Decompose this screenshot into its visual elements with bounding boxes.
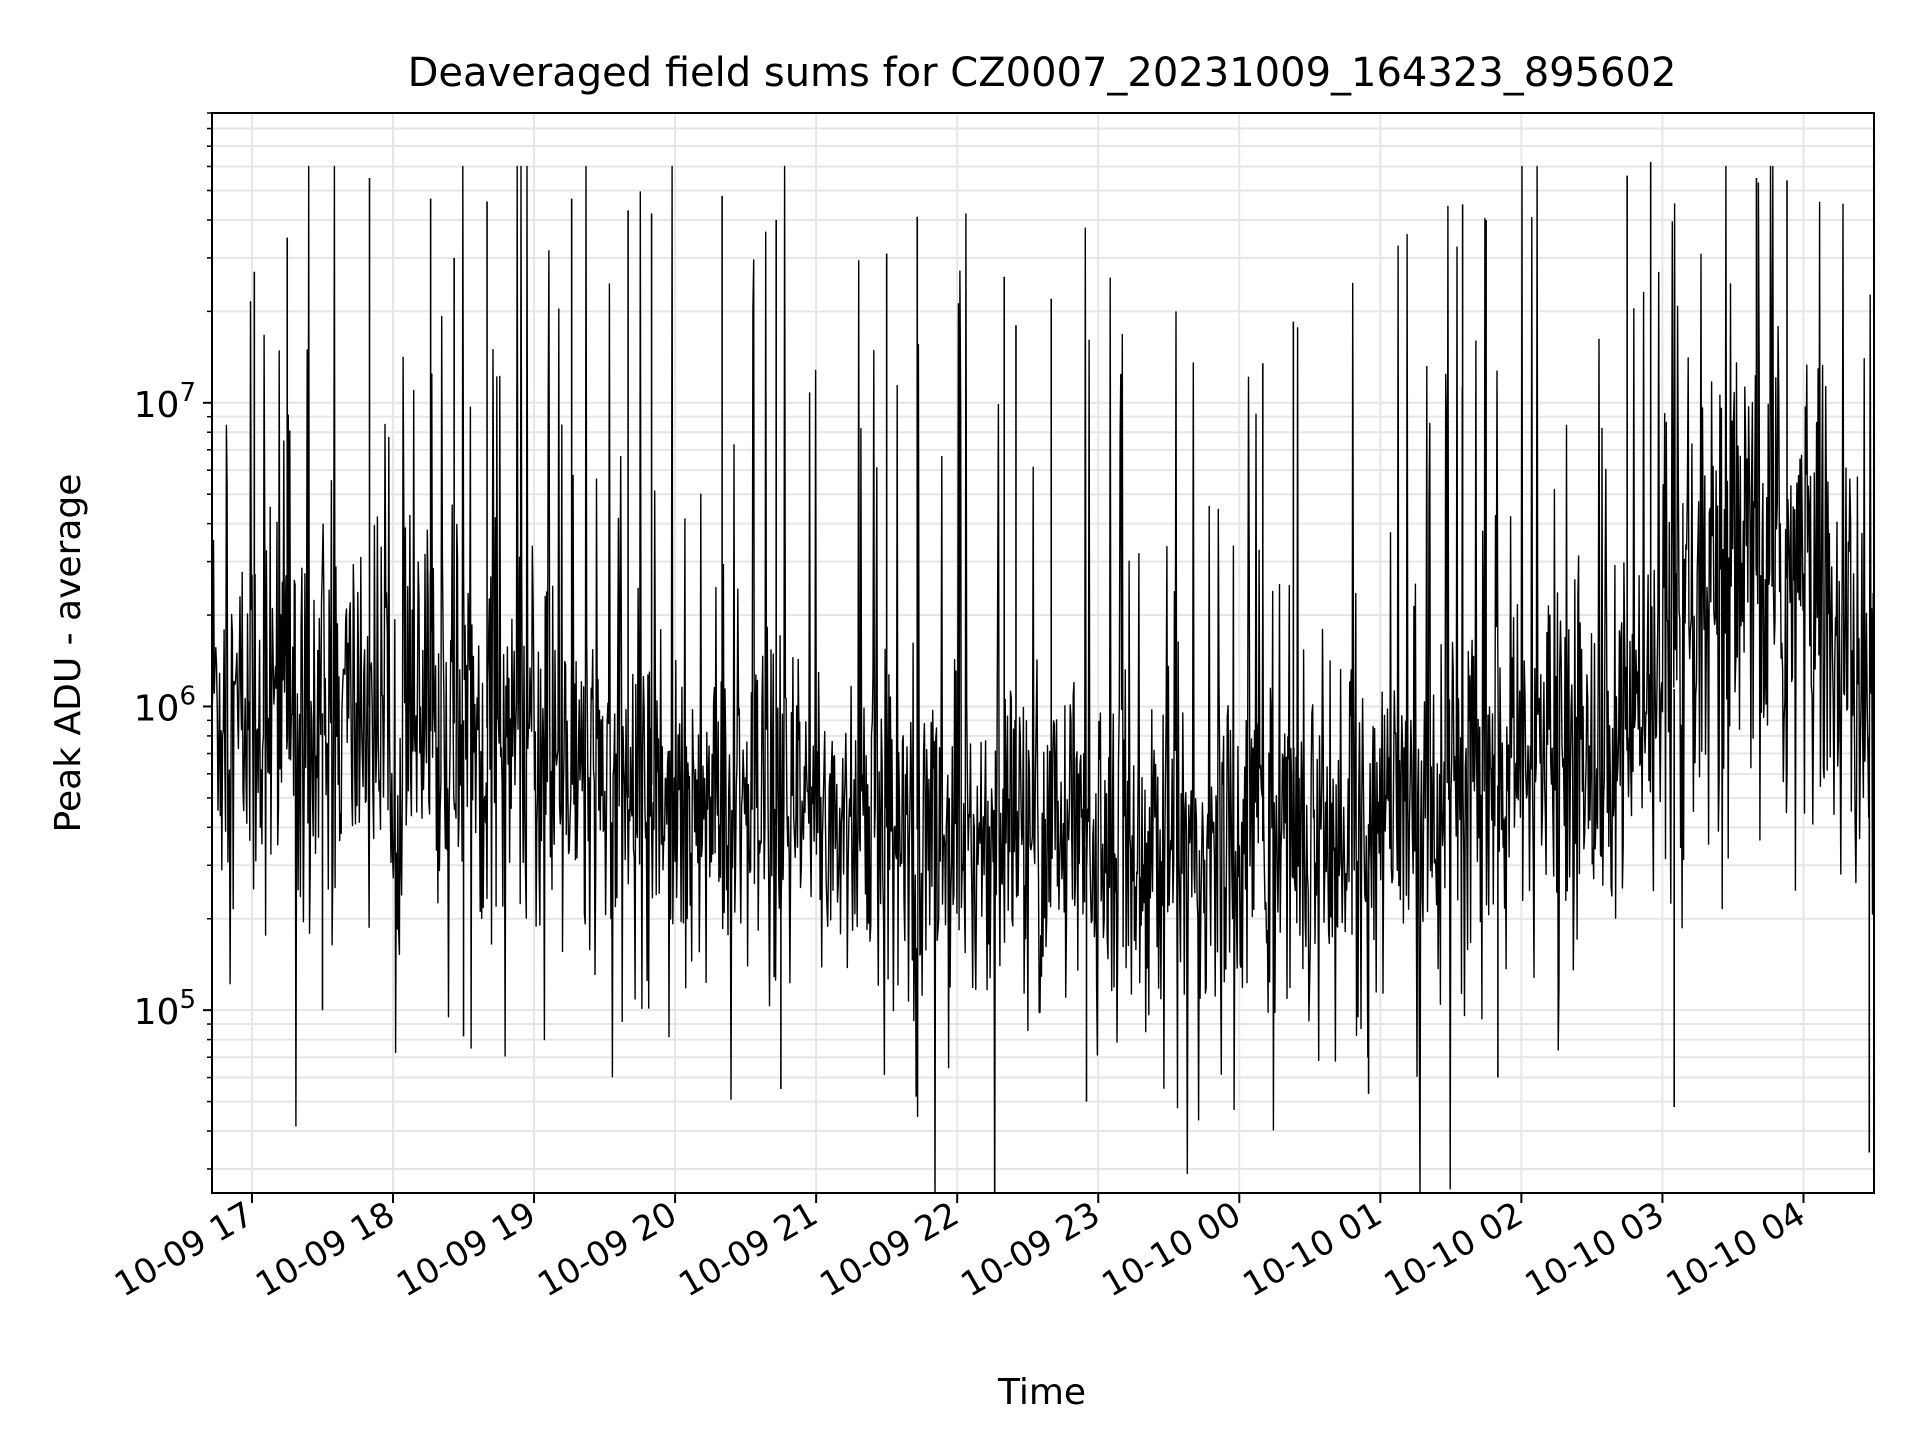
chart-title: Deaveraged field sums for CZ0007_2023100… (408, 50, 1677, 96)
y-tick-base: 10 (134, 992, 180, 1033)
y-tick-exponent: 5 (179, 985, 196, 1015)
y-axis-label: Peak ADU - average (48, 474, 89, 833)
y-tick-label: 105 (134, 985, 196, 1033)
y-tick-exponent: 7 (179, 378, 196, 408)
series-layer (212, 162, 1874, 1193)
y-tick-label: 107 (134, 378, 196, 426)
y-tick-label: 106 (134, 681, 196, 729)
y-tick-base: 10 (134, 385, 180, 426)
plot-frame (211, 112, 1875, 1194)
x-axis-label: Time (997, 1372, 1086, 1413)
series-line (212, 165, 1874, 1193)
y-tick-base: 10 (134, 688, 180, 729)
y-tick-exponent: 6 (179, 681, 196, 711)
